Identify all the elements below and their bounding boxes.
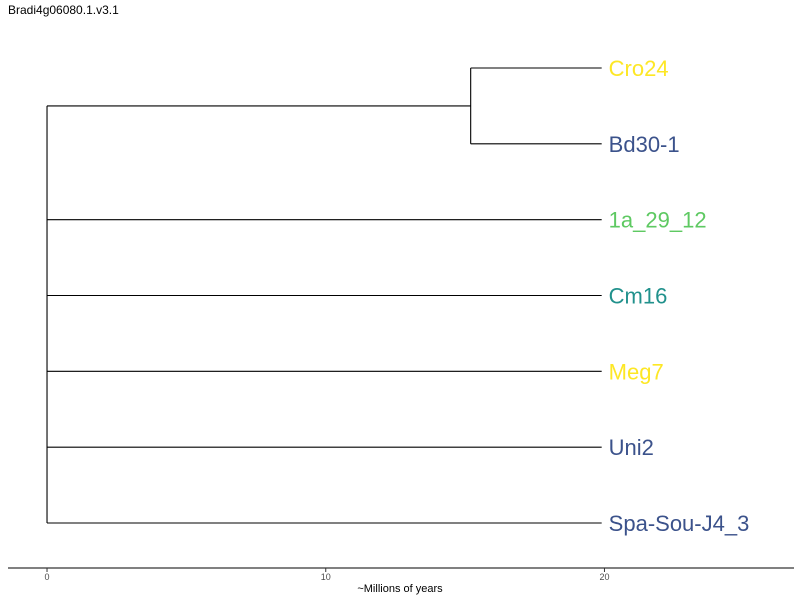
tree-branches <box>46 67 602 524</box>
tip-label: Uni2 <box>609 435 654 460</box>
x-axis-tick-label: 0 <box>45 572 50 582</box>
tip-label: Bd30-1 <box>609 132 680 157</box>
x-axis-ticks: 0 10 20 <box>45 568 609 582</box>
tip-label: Cro24 <box>609 56 669 81</box>
tip-label: Spa-Sou-J4_3 <box>609 511 750 536</box>
x-axis-tick-label: 10 <box>321 572 331 582</box>
x-axis-tick-label: 20 <box>599 572 609 582</box>
tip-labels: Cro24 Bd30-1 1a_29_12 Cm16 Meg7 Uni2 Spa-Sou-J… <box>609 56 750 536</box>
x-axis-title: ~Millions of years <box>357 583 443 595</box>
tree-title: Bradi4g06080.1.v3.1 <box>8 3 119 17</box>
tip-label: Cm16 <box>609 284 668 309</box>
tip-label: 1a_29_12 <box>609 208 707 233</box>
tip-label: Meg7 <box>609 359 664 384</box>
